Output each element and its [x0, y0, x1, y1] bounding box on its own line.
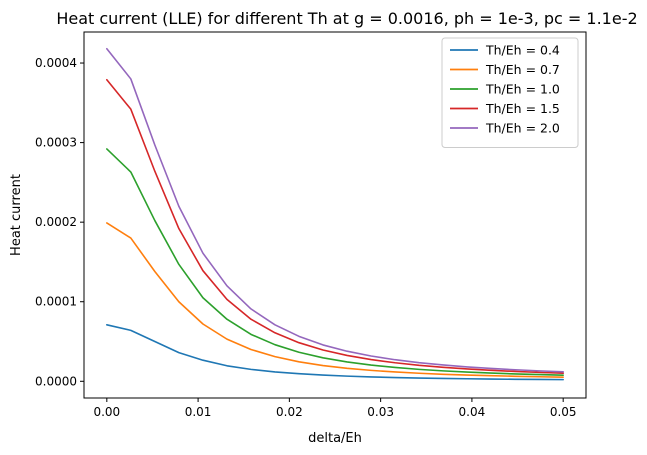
x-axis-ticks: 0.00 0.01 0.02 0.03 0.04 0.05 — [93, 398, 577, 419]
plot-frame — [83, 31, 587, 399]
y-axis-label: Heat current — [9, 174, 24, 256]
x-tick-label: 0.03 — [367, 405, 394, 419]
legend-label: Th/Eh = 2.0 — [485, 121, 560, 136]
series-line-0 — [106, 323, 564, 381]
x-tick-label: 0.00 — [93, 405, 120, 419]
chart-title: Heat current (LLE) for different Th at g… — [56, 9, 637, 28]
plot-area — [106, 47, 564, 381]
legend-label: Th/Eh = 0.4 — [485, 43, 560, 58]
y-tick-label: 0.0003 — [35, 136, 77, 150]
legend-box — [441, 37, 579, 148]
legend: Th/Eh = 0.4 Th/Eh = 0.7 Th/Eh = 1.0 Th/Eh =… — [441, 37, 579, 148]
y-tick-label: 0.0004 — [35, 56, 77, 70]
series-line-3 — [106, 78, 564, 374]
y-tick-label: 0.0000 — [35, 374, 77, 388]
y-axis-ticks: 0.0000 0.0001 0.0002 0.0003 0.0004 — [35, 56, 84, 388]
x-tick-label: 0.01 — [185, 405, 212, 419]
y-tick-label: 0.0002 — [35, 215, 77, 229]
legend-label: Th/Eh = 1.5 — [485, 101, 560, 116]
legend-label: Th/Eh = 1.0 — [485, 82, 560, 97]
series-line-2 — [106, 148, 564, 376]
y-tick-label: 0.0001 — [35, 295, 77, 309]
series-line-1 — [106, 222, 564, 378]
x-tick-label: 0.05 — [550, 405, 577, 419]
legend-label: Th/Eh = 0.7 — [485, 62, 560, 77]
x-tick-label: 0.04 — [459, 405, 486, 419]
x-tick-label: 0.02 — [276, 405, 303, 419]
x-axis-label: delta/Eh — [308, 431, 362, 446]
series-line-4 — [106, 47, 564, 373]
